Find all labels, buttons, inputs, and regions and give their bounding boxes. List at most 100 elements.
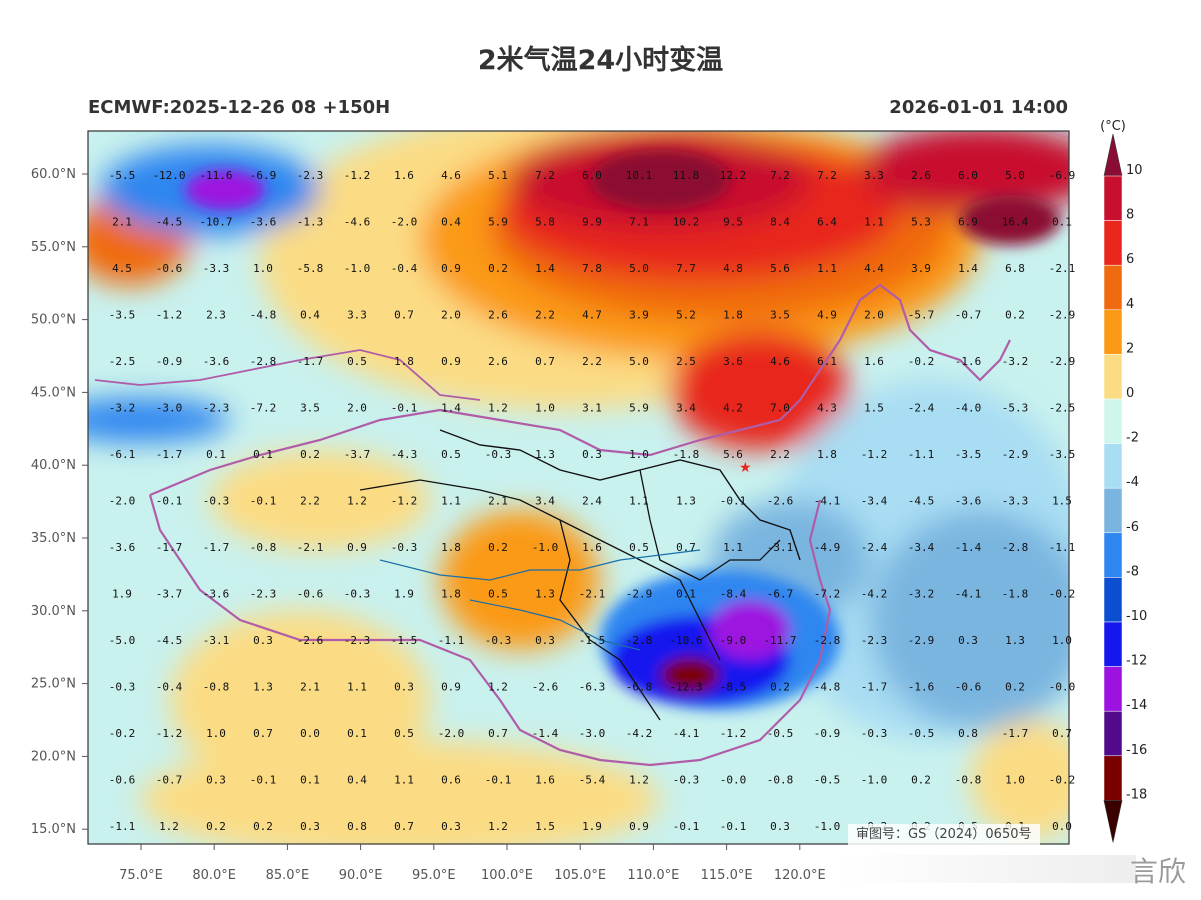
grid-value: -0.6 — [156, 262, 183, 275]
lon-tick-label: 100.0°E — [481, 868, 533, 883]
grid-value: 0.0 — [1052, 820, 1072, 833]
grid-value: 1.9 — [112, 588, 132, 601]
grid-value: -1.7 — [156, 541, 183, 554]
grid-value: -0.7 — [156, 774, 183, 787]
grid-value: 6.0 — [582, 169, 602, 182]
temperature-field — [88, 131, 1069, 844]
grid-value: 3.1 — [582, 402, 602, 415]
model-run-label: ECMWF:2025-12-26 08 +150H — [88, 97, 391, 118]
grid-value: -0.1 — [720, 820, 747, 833]
grid-value: -2.9 — [908, 634, 935, 647]
grid-value: 3.3 — [864, 169, 884, 182]
grid-value: -2.3 — [861, 634, 888, 647]
grid-value: 2.4 — [582, 495, 602, 508]
grid-value: -2.9 — [1049, 355, 1076, 368]
grid-value: -11.6 — [199, 169, 232, 182]
colorbar-segment — [1103, 175, 1123, 221]
grid-value: 2.0 — [441, 309, 461, 322]
grid-value: -3.4 — [861, 495, 888, 508]
grid-value: 7.7 — [676, 262, 696, 275]
lon-tick-label: 120.0°E — [774, 868, 826, 883]
grid-value: -0.3 — [109, 681, 136, 694]
grid-value: 1.6 — [394, 169, 414, 182]
grid-value: 1.3 — [1005, 634, 1025, 647]
grid-value: -1.4 — [532, 727, 559, 740]
grid-value: 1.6 — [535, 774, 555, 787]
colorbar-tick-label: -18 — [1126, 787, 1147, 802]
grid-value: 6.8 — [1005, 262, 1025, 275]
lon-tick-label: 115.0°E — [701, 868, 753, 883]
colorbar-bottom-arrow — [1103, 800, 1123, 843]
lat-tick-label: 20.0°N — [31, 749, 76, 764]
colorbar-tick-label: 2 — [1126, 341, 1134, 356]
grid-value: 7.0 — [770, 402, 790, 415]
grid-value: 0.2 — [1005, 681, 1025, 694]
grid-value: 0.3 — [535, 634, 555, 647]
grid-value: 0.1 — [206, 448, 226, 461]
grid-value: -0.1 — [720, 495, 747, 508]
grid-value: 1.6 — [864, 355, 884, 368]
grid-value: 1.6 — [582, 541, 602, 554]
valid-time-label: 2026-01-01 14:00 — [889, 97, 1068, 118]
grid-value: -3.6 — [955, 495, 982, 508]
grid-value: -2.3 — [344, 634, 371, 647]
grid-value: -6.7 — [767, 588, 794, 601]
grid-value: 6.9 — [958, 216, 978, 229]
grid-value: -3.6 — [203, 588, 230, 601]
grid-value: -0.3 — [203, 495, 230, 508]
grid-value: 4.3 — [817, 402, 837, 415]
grid-value: 2.2 — [535, 309, 555, 322]
grid-value: -1.8 — [673, 448, 700, 461]
grid-value: 0.1 — [1052, 216, 1072, 229]
grid-value: -0.3 — [391, 541, 418, 554]
grid-value: -4.5 — [156, 634, 183, 647]
grid-value: 9.5 — [723, 216, 743, 229]
grid-value: -2.3 — [203, 402, 230, 415]
grid-value: -10.6 — [669, 634, 702, 647]
grid-value: 1.3 — [253, 681, 273, 694]
grid-value: -4.8 — [814, 681, 841, 694]
grid-value: -2.9 — [1049, 309, 1076, 322]
grid-value: 1.2 — [488, 820, 508, 833]
grid-value: 1.8 — [817, 448, 837, 461]
longitude-axis: 75.0°E 80.0°E 85.0°E 90.0°E 95.0°E 100.0°E 105… — [119, 844, 826, 883]
grid-value: 7.1 — [629, 216, 649, 229]
grid-value: 0.7 — [394, 820, 414, 833]
grid-value: 7.2 — [817, 169, 837, 182]
grid-value: 11.8 — [673, 169, 700, 182]
grid-value: -2.4 — [861, 541, 888, 554]
grid-value: 4.6 — [441, 169, 461, 182]
grid-value: -0.3 — [485, 448, 512, 461]
colorbar-segment — [1103, 710, 1123, 757]
grid-value: -6.3 — [579, 681, 606, 694]
lon-tick-label: 105.0°E — [554, 868, 606, 883]
colorbar-segment — [1103, 577, 1123, 623]
map-approval-notice: 审图号：GS（2024）0650号 — [848, 824, 1040, 846]
grid-value: 5.3 — [911, 216, 931, 229]
lon-tick-label: 75.0°E — [119, 868, 163, 883]
grid-value: -3.2 — [908, 588, 935, 601]
lon-tick-label: 85.0°E — [266, 868, 310, 883]
grid-value: 3.3 — [347, 309, 367, 322]
grid-value: 1.1 — [394, 774, 414, 787]
grid-value: 0.5 — [347, 355, 367, 368]
grid-value: 4.9 — [817, 309, 837, 322]
lat-tick-label: 45.0°N — [31, 385, 76, 400]
grid-value: 1.3 — [535, 448, 555, 461]
grid-value: -0.8 — [767, 774, 794, 787]
grid-value: 1.0 — [1005, 774, 1025, 787]
grid-value: 5.8 — [535, 216, 555, 229]
grid-value: -0.0 — [1049, 681, 1076, 694]
grid-value: 5.0 — [629, 262, 649, 275]
grid-value: 2.1 — [488, 495, 508, 508]
latitude-axis: 60.0°N 55.0°N 50.0°N 45.0°N 40.0°N 35.0°N 30.0… — [31, 167, 88, 837]
grid-value: 2.1 — [112, 216, 132, 229]
grid-value: 12.2 — [720, 169, 747, 182]
colorbar-tick-label: 6 — [1126, 252, 1134, 267]
grid-value: 2.0 — [864, 309, 884, 322]
grid-value: 0.4 — [441, 216, 461, 229]
grid-value: 1.4 — [535, 262, 555, 275]
grid-value: 4.2 — [723, 402, 743, 415]
grid-value: 6.0 — [958, 169, 978, 182]
grid-value: 0.7 — [253, 727, 273, 740]
